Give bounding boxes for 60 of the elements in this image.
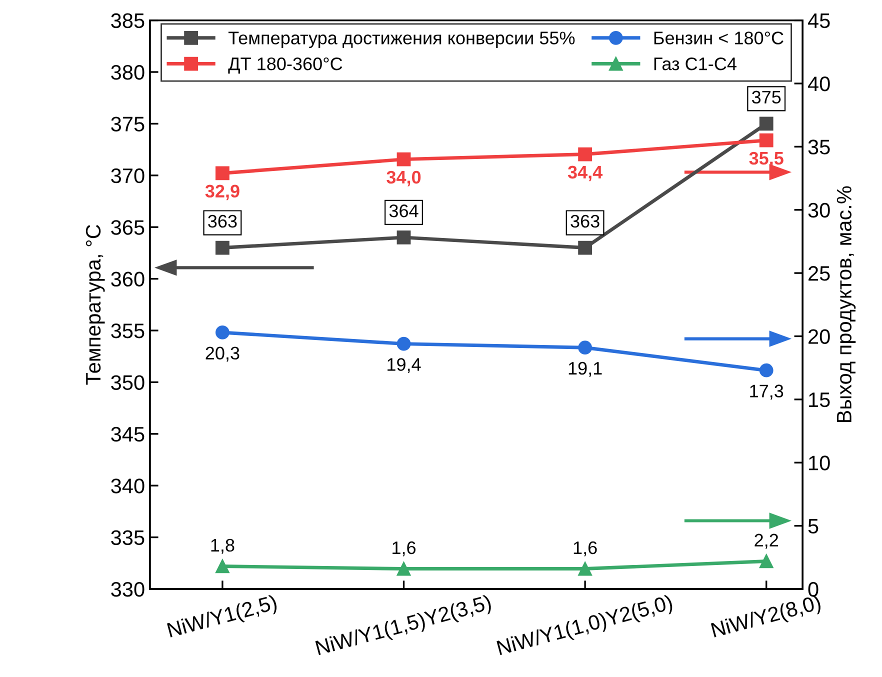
y-tick-label: 335 bbox=[111, 530, 144, 546]
data-label: 363 bbox=[208, 214, 237, 228]
data-label: 1,8 bbox=[211, 538, 234, 554]
data-label: 375 bbox=[752, 90, 781, 104]
y-tick-label: 330 bbox=[111, 582, 144, 597]
y2-tick-label: 45 bbox=[808, 14, 830, 28]
y-tick-label: 370 bbox=[111, 168, 144, 184]
data-label: 19,1 bbox=[568, 362, 602, 377]
point bbox=[759, 133, 774, 148]
data-label: 20,3 bbox=[206, 346, 240, 362]
y-tick-label: 375 bbox=[111, 116, 144, 132]
y2-tick-label: 5 bbox=[808, 519, 818, 534]
y-tick-label: 355 bbox=[111, 324, 144, 338]
y2-tick-label: 20 bbox=[808, 329, 830, 344]
point bbox=[396, 336, 411, 351]
y2-tick-label: 15 bbox=[809, 392, 830, 408]
point bbox=[578, 240, 592, 255]
y2-tick-label: 0 bbox=[808, 582, 818, 597]
point bbox=[396, 562, 411, 576]
y-axis-title: Температура, °C bbox=[86, 224, 105, 385]
point bbox=[759, 116, 774, 131]
data-label: 1,6 bbox=[392, 541, 416, 556]
y2-tick-label: 10 bbox=[809, 456, 830, 470]
legend-label: Газ C1-C4 bbox=[654, 57, 736, 70]
point bbox=[578, 147, 592, 162]
y2-tick-label: 30 bbox=[808, 202, 830, 218]
y-tick-label: 340 bbox=[111, 478, 144, 494]
data-label: 34,4 bbox=[568, 166, 603, 182]
legend-label: Бензин < 180°C bbox=[654, 32, 784, 44]
data-label: 1,6 bbox=[574, 541, 597, 556]
y2-tick-label: 35 bbox=[808, 140, 830, 154]
data-label: 2,2 bbox=[754, 534, 778, 549]
data-label: 363 bbox=[570, 214, 600, 228]
y2-tick-label: 25 bbox=[808, 266, 830, 281]
y2-axis-title: Выход продуктов, мас.% bbox=[836, 186, 856, 422]
y-tick-label: 345 bbox=[111, 426, 144, 442]
y-tick-label: 365 bbox=[111, 220, 144, 235]
data-label: 364 bbox=[389, 204, 418, 218]
point bbox=[216, 166, 230, 180]
point bbox=[216, 240, 230, 255]
legend-label: Температура достижения конверсии 55% bbox=[228, 32, 575, 48]
point bbox=[759, 363, 774, 378]
y-tick-label: 385 bbox=[111, 13, 144, 28]
point bbox=[396, 152, 411, 166]
data-label: 35,5 bbox=[749, 152, 784, 168]
point bbox=[216, 326, 230, 340]
point bbox=[216, 559, 230, 574]
y-tick-label: 380 bbox=[111, 65, 144, 80]
data-label: 17,3 bbox=[750, 384, 784, 400]
point bbox=[578, 340, 592, 355]
data-label: 32,9 bbox=[205, 184, 240, 200]
point bbox=[396, 230, 411, 244]
data-label: 34,0 bbox=[386, 170, 421, 186]
y-tick-label: 350 bbox=[111, 375, 144, 390]
y2-tick-label: 40 bbox=[808, 76, 830, 92]
point bbox=[578, 562, 592, 576]
data-label: 19,4 bbox=[388, 358, 421, 374]
point bbox=[759, 554, 774, 568]
legend-label: ДТ 180-360°C bbox=[228, 57, 342, 74]
y-tick-label: 360 bbox=[111, 272, 144, 287]
